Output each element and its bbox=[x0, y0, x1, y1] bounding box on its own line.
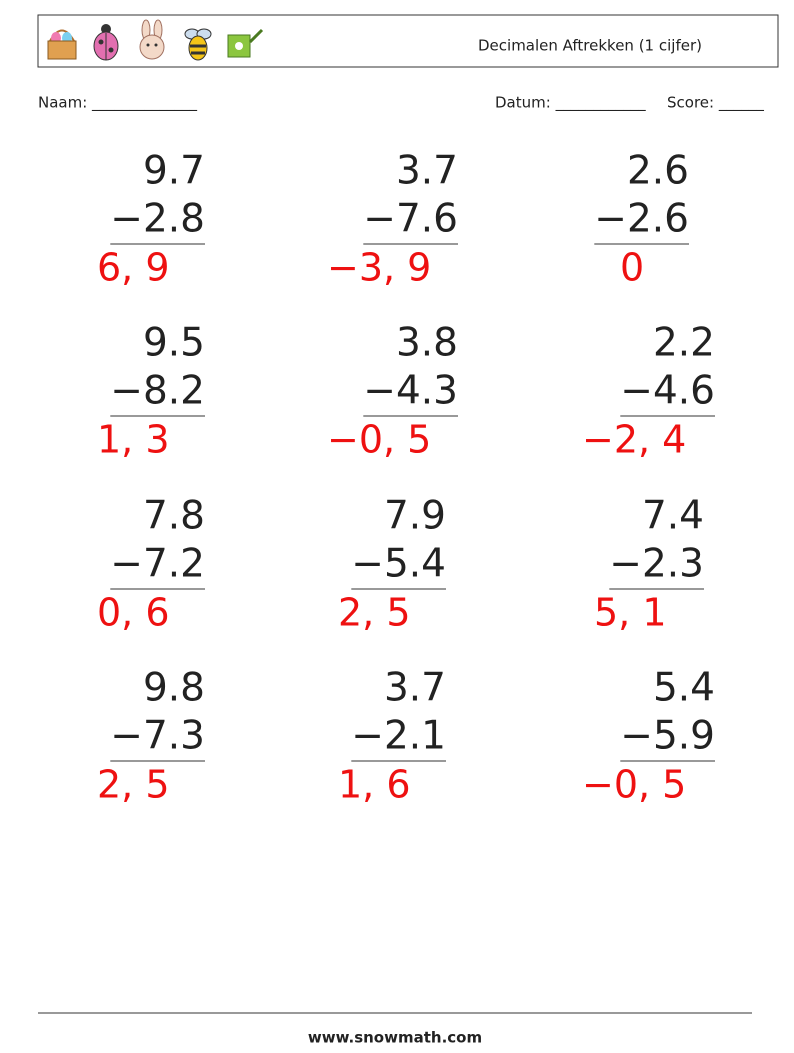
name-field: Naam: ______________ bbox=[38, 94, 198, 113]
minuend: 9.5 bbox=[143, 321, 205, 366]
worksheet-title: Decimalen Aftrekken (1 cijfer) bbox=[478, 37, 702, 55]
minuend: 3.7 bbox=[396, 149, 458, 194]
answer: 2, 5 bbox=[338, 591, 411, 635]
subtrahend: −7.2 bbox=[110, 542, 205, 587]
subtrahend: −5.4 bbox=[351, 542, 446, 587]
ladybug-icon bbox=[93, 24, 119, 61]
answer: −0, 5 bbox=[582, 763, 686, 807]
minuend: 5.4 bbox=[653, 666, 715, 711]
answer: 5, 1 bbox=[594, 591, 667, 635]
subtrahend: −5.9 bbox=[620, 714, 715, 759]
subtrahend: −4.3 bbox=[363, 369, 458, 414]
answer: 0, 6 bbox=[97, 591, 170, 635]
subtrahend: −4.6 bbox=[620, 369, 715, 414]
answer: 6, 9 bbox=[97, 246, 170, 290]
answer: 2, 5 bbox=[97, 763, 170, 807]
minuend: 3.8 bbox=[396, 321, 458, 366]
watering-can-icon bbox=[227, 28, 264, 58]
minuend: 7.9 bbox=[384, 494, 446, 539]
minuend: 7.4 bbox=[642, 494, 704, 539]
answer: 1, 6 bbox=[338, 763, 411, 807]
bee-icon bbox=[184, 28, 212, 61]
subtrahend: −2.3 bbox=[609, 542, 704, 587]
subtrahend: −2.1 bbox=[351, 714, 446, 759]
basket-icon bbox=[47, 29, 77, 60]
answer: 0 bbox=[620, 246, 644, 290]
subtrahend: −2.6 bbox=[594, 197, 689, 242]
minuend: 3.7 bbox=[384, 666, 446, 711]
answer: −0, 5 bbox=[327, 418, 431, 462]
header-icons bbox=[47, 19, 264, 61]
minuend: 2.6 bbox=[627, 149, 689, 194]
problems: 9.7−2.86, 93.7−7.6−3, 92.6−2.609.5−8.21,… bbox=[97, 149, 715, 807]
answer: −3, 9 bbox=[327, 246, 431, 290]
minuend: 7.8 bbox=[143, 494, 205, 539]
score-field: Score: ______ bbox=[667, 94, 764, 113]
minuend: 9.7 bbox=[143, 149, 205, 194]
answer: −2, 4 bbox=[582, 418, 686, 462]
answer: 1, 3 bbox=[97, 418, 170, 462]
subtrahend: −7.6 bbox=[363, 197, 458, 242]
minuend: 2.2 bbox=[653, 321, 715, 366]
date-field: Datum: ____________ bbox=[495, 94, 646, 113]
footer-url: www.snowmath.com bbox=[308, 1029, 482, 1047]
bunny-icon bbox=[139, 19, 165, 60]
header-box bbox=[37, 14, 779, 68]
subtrahend: −8.2 bbox=[110, 369, 205, 414]
subtrahend: −7.3 bbox=[110, 714, 205, 759]
subtrahend: −2.8 bbox=[110, 197, 205, 242]
minuend: 9.8 bbox=[143, 666, 205, 711]
